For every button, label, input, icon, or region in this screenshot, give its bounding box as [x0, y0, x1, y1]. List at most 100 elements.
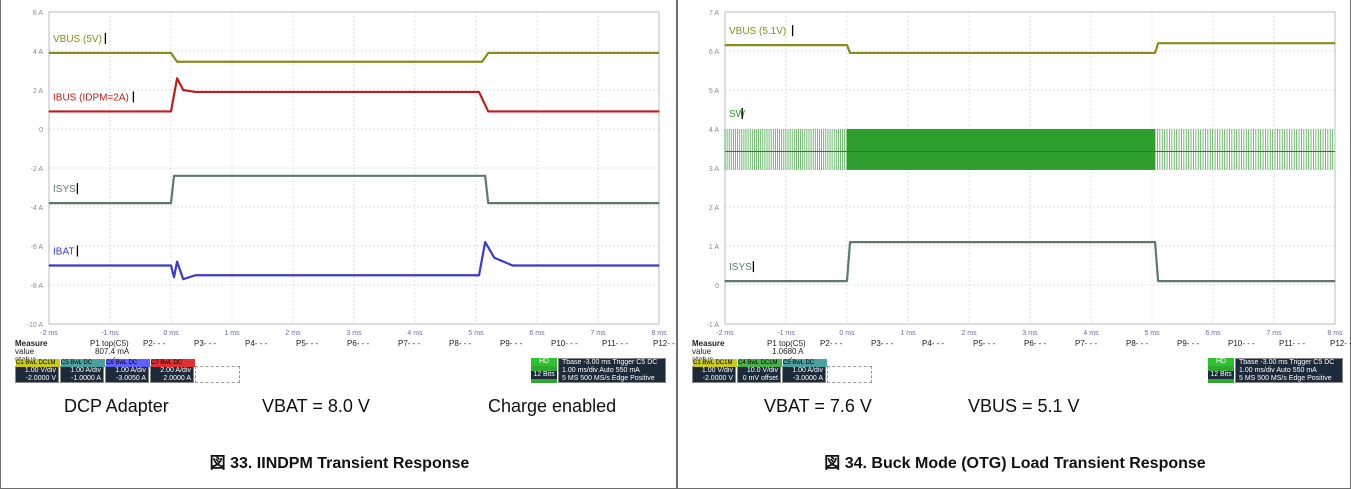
hd-badge: HD 12 Bits: [531, 358, 557, 383]
data-point: [478, 274, 480, 276]
channel-box-c5[interactable]: C5 BwL DC 1.00 A/div -3.0000 A: [782, 359, 827, 383]
data-point: [481, 61, 483, 63]
data-point: [658, 202, 660, 204]
data-point: [478, 91, 480, 93]
plot-frame: [48, 11, 660, 325]
data-point: [182, 278, 184, 280]
series-label: ISYS: [53, 184, 76, 195]
x-tick-label: -2 ms: [716, 330, 734, 337]
x-tick-label: 3 ms: [1022, 330, 1038, 337]
data-point: [1154, 52, 1156, 54]
channel-scale: 1.00 V/div: [24, 367, 56, 374]
measure-param: P9- - -: [500, 339, 523, 348]
x-tick-label: 0 ms: [839, 330, 855, 337]
data-point: [1334, 42, 1336, 44]
y-tick-label: 2 A: [33, 88, 43, 95]
x-tick-label: 4 ms: [407, 330, 423, 337]
data-point: [1154, 241, 1156, 243]
series-label: SW: [729, 109, 746, 120]
channel-offset: 0 mV offset: [742, 375, 778, 382]
data-point: [170, 202, 172, 204]
channel-scale: 10.0 V/div: [746, 367, 778, 374]
channel-header: C1 BwL DC1M: [16, 359, 60, 367]
series-ibus-idpm-2a: IBUS (IDPM=2A): [48, 77, 660, 113]
channel-box-c4[interactable]: C4 BwL DC1M 10.0 V/div 0 mV offset: [737, 359, 782, 383]
scope-plot-34: 7 A 6 A 5 A 4 A 3 A 2 A 1 A 0 -1 A-2 ms -1 ms 0 ms…: [707, 10, 1344, 337]
data-point: [173, 276, 175, 278]
channel-offset: -2.0000 V: [25, 375, 56, 382]
data-point: [724, 280, 726, 282]
data-point: [493, 257, 495, 259]
timebase-row: Tbase -3.00 ms Trigger C5 DC: [1239, 359, 1335, 366]
channel-box-c7[interactable]: C7 BwL DC 2.00 A/div 2.0000 A: [150, 359, 195, 383]
timebase-row: 1.00 ms/div Auto 550 mA: [1239, 367, 1317, 374]
timebase-box[interactable]: Tbase -3.00 ms Trigger C5 DC 1.00 ms/div …: [558, 358, 666, 383]
data-point: [484, 241, 486, 243]
scope-screen-33: 6 A 4 A 2 A 0 -2 A -4 A -6 A -8 A -10 A -2 ms -1 m…: [8, 8, 669, 339]
y-tick-label: 6 A: [709, 49, 719, 56]
x-tick-label: -1 ms: [777, 330, 795, 337]
data-point: [658, 264, 660, 267]
data-point: [170, 52, 172, 54]
note-charge-enabled: Charge enabled: [488, 396, 617, 416]
x-tick-label: 8 ms: [651, 330, 667, 337]
x-tick-label: 3 ms: [346, 330, 362, 337]
measure-param: P3- - -: [871, 339, 894, 348]
measure-param: P11- - -: [602, 339, 629, 348]
channel-offset: -3.0000 A: [793, 375, 823, 382]
x-tick-label: 7 ms: [1266, 330, 1282, 337]
data-point: [846, 44, 848, 46]
channel-scale: 1.00 V/div: [701, 367, 733, 374]
measure-p1-value: 1.0680 A: [772, 347, 804, 356]
y-tick-label: 6 A: [33, 10, 43, 17]
channel-offset: -3.0050 A: [116, 375, 146, 382]
channel-scale: 2.00 A/div: [160, 367, 191, 374]
series-label: ISYS: [729, 262, 752, 273]
y-tick-label: -8 A: [31, 283, 44, 290]
timebase-row: 5 MS 500 MS/s Edge Positive: [1239, 375, 1332, 382]
figure-33-panel: 6 A 4 A 2 A 0 -2 A -4 A -6 A -8 A -10 A -2 ms -1 m…: [0, 0, 680, 489]
measure-param: P7- - -: [398, 339, 421, 348]
y-tick-label: 0: [39, 127, 43, 134]
measure-param: P2- - -: [820, 339, 843, 348]
channel-scale: 1.00 A/div: [115, 367, 146, 374]
y-tick-label: -10 A: [27, 322, 44, 329]
measure-param: P10- - -: [1228, 339, 1255, 348]
channel-header: C1 BwL DC1M: [693, 359, 737, 367]
x-tick-label: 1 ms: [224, 330, 240, 337]
series-vbus-5v: VBUS (5V): [48, 32, 660, 63]
y-tick-label: -1 A: [707, 322, 720, 329]
note-dcp-adapter: DCP Adapter: [64, 396, 169, 416]
y-tick-label: 2 A: [709, 205, 719, 212]
y-tick-label: 4 A: [33, 49, 43, 56]
measure-param: P11- - -: [1279, 339, 1306, 348]
x-tick-label: 7 ms: [590, 330, 606, 337]
y-tick-label: -2 A: [31, 166, 44, 173]
channel-box-c1[interactable]: C1 BwL DC1M 1.00 V/div -2.0000 V: [15, 359, 60, 383]
trace-ibus-idpm-2a: [49, 77, 659, 113]
channel-box-c1[interactable]: C1 BwL DC1M 1.00 V/div -2.0000 V: [692, 359, 737, 383]
measure-param: P12- - -: [653, 339, 680, 348]
channel-box-c5[interactable]: C5 BwL DC 1.00 A/div -1.0000 A: [60, 359, 105, 383]
measure-param: P7- - -: [1075, 339, 1098, 348]
timebase-row: 1.00 ms/div Auto 550 mA: [562, 367, 640, 374]
data-point: [487, 110, 489, 113]
measure-param: P4- - -: [245, 339, 268, 348]
trace-isys: [49, 174, 659, 205]
series-label: VBUS (5.1V): [729, 26, 786, 37]
channel-box-c6[interactable]: C6 BwL DC 1.00 A/div -3.0050 A: [105, 359, 150, 383]
measure-p1: P1 top(C5): [767, 339, 806, 348]
measure-param: P5- - -: [973, 339, 996, 348]
y-tick-label: -6 A: [31, 244, 44, 251]
series-vbus-5-1v: VBUS (5.1V): [724, 25, 1336, 55]
data-point: [724, 44, 726, 46]
channel-header: C5 BwL DC: [61, 359, 105, 367]
data-point: [658, 52, 660, 54]
x-tick-label: 5 ms: [468, 330, 484, 337]
measure-param: P6- - -: [347, 339, 370, 348]
series-ibat: IBAT: [48, 241, 660, 281]
timebase-box[interactable]: Tbase -3.00 ms Trigger C5 DC 1.00 ms/div …: [1235, 358, 1343, 383]
x-tick-label: 2 ms: [961, 330, 977, 337]
channel-offset: 2.0000 A: [163, 375, 191, 382]
x-tick-label: 6 ms: [529, 330, 545, 337]
